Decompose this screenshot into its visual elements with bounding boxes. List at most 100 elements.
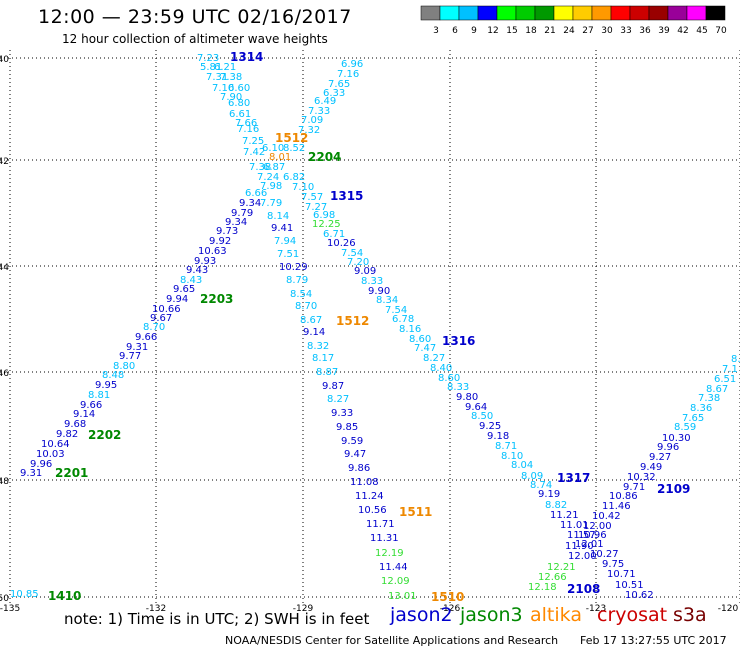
scale-label: 9 bbox=[471, 26, 477, 36]
wave-height-label: 6.80 bbox=[228, 98, 250, 109]
wave-height-label: 9.87 bbox=[322, 381, 344, 392]
scale-label: 3 bbox=[433, 26, 439, 36]
track-time-label: 1314 bbox=[230, 50, 263, 64]
wave-height-label: 9.77 bbox=[119, 351, 141, 362]
wave-height-label: 8.70 bbox=[143, 322, 165, 333]
wave-height-label: 10.66 bbox=[152, 304, 181, 315]
wave-height-label: 7.10 bbox=[212, 83, 234, 94]
generation-timestamp: Feb 17 13:27:55 UTC 2017 bbox=[580, 634, 727, 647]
x-tick-label: -135 bbox=[0, 604, 20, 614]
wave-height-label: 7.65 bbox=[682, 413, 704, 424]
y-tick-label: 46 bbox=[0, 369, 9, 379]
scale-label: 21 bbox=[544, 26, 555, 36]
scale-label: 33 bbox=[620, 26, 631, 36]
track-time-label: 2201 bbox=[55, 466, 88, 480]
wave-height-label: 8.67 bbox=[706, 384, 728, 395]
wave-height-label: 6.21 bbox=[214, 62, 236, 73]
scale-label: 36 bbox=[639, 26, 651, 36]
wave-height-label: 9.73 bbox=[216, 226, 238, 237]
scale-label: 30 bbox=[601, 26, 613, 36]
wave-height-label: 8.27 bbox=[327, 394, 349, 405]
wave-height-label: 7.23 bbox=[197, 53, 219, 64]
chart-title: 12:00 — 23:59 UTC 02/16/2017 bbox=[38, 6, 352, 28]
wave-height-label: 8.34 bbox=[376, 295, 398, 306]
wave-height-label: 9.14 bbox=[303, 327, 325, 338]
wave-height-label: 6.10 bbox=[262, 143, 284, 154]
wave-height-label: 7.38 bbox=[220, 72, 242, 83]
wave-height-label: 8.81 bbox=[88, 390, 110, 401]
wave-height-label: 8.74 bbox=[530, 480, 552, 491]
wave-height-label: 11.90 bbox=[565, 541, 594, 552]
wave-height-label: 10.64 bbox=[41, 439, 70, 450]
wave-height-label: 9.96 bbox=[30, 459, 52, 470]
wave-height-label: 6.98 bbox=[313, 210, 335, 221]
wave-height-label: 9.86 bbox=[348, 463, 370, 474]
wave-height-label: 8.60 bbox=[409, 334, 431, 345]
wave-height-label: 8.48 bbox=[102, 370, 124, 381]
track-time-label: 1317 bbox=[557, 471, 590, 485]
scale-label: 45 bbox=[696, 26, 707, 36]
wave-height-label: 12.00 bbox=[583, 521, 612, 532]
wave-height-label: 7.54 bbox=[341, 248, 363, 259]
wave-height-label: 9.66 bbox=[80, 400, 102, 411]
wave-height-label: 11.57 bbox=[567, 530, 596, 541]
wave-height-label: 12.66 bbox=[538, 572, 567, 583]
x-tick-label: -120 bbox=[718, 604, 739, 614]
wave-height-label: 6.82 bbox=[283, 172, 305, 183]
wave-height-label: 9.25 bbox=[479, 421, 501, 432]
wave-height-label: 9.96 bbox=[657, 442, 679, 453]
wave-height-label: 9.33 bbox=[331, 408, 353, 419]
wave-height-label: 11.08 bbox=[350, 477, 379, 488]
wave-height-label: 7.16 bbox=[237, 124, 259, 135]
wave-height-label: 8.54 bbox=[290, 289, 312, 300]
wave-height-label: 9.79 bbox=[231, 208, 253, 219]
wave-height-label: 12.21 bbox=[547, 562, 576, 573]
wave-height-label: 8.59 bbox=[674, 422, 696, 433]
wave-height-label: 6.33 bbox=[323, 88, 345, 99]
wave-height-label: 9.65 bbox=[173, 284, 195, 295]
wave-height-label: 9.82 bbox=[56, 429, 78, 440]
wave-height-label: 9.19 bbox=[538, 489, 560, 500]
wave-height-label: 7.65 bbox=[328, 79, 350, 90]
scale-label: 15 bbox=[506, 26, 517, 36]
wave-height-label: 10.30 bbox=[662, 433, 691, 444]
wave-height-label: 7.33 bbox=[308, 106, 330, 117]
wave-height-label: 9.27 bbox=[649, 452, 671, 463]
wave-height-label: 7.54 bbox=[385, 305, 407, 316]
scale-label: 39 bbox=[658, 26, 670, 36]
track-time-label: 1316 bbox=[442, 334, 475, 348]
wave-height-label: 10.63 bbox=[198, 246, 227, 257]
wave-height-label: 8.60 bbox=[438, 373, 460, 384]
wave-height-label: 7.51 bbox=[277, 249, 299, 260]
satellite-legend-jason3: jason3 bbox=[460, 604, 523, 626]
wave-height-label: 8.16 bbox=[399, 324, 421, 335]
wave-height-label: 5.81 bbox=[200, 62, 222, 73]
wave-height-label: 10.27 bbox=[590, 549, 619, 560]
scale-label: 27 bbox=[582, 26, 593, 36]
wave-height-label: 7.25 bbox=[242, 136, 264, 147]
wave-height-label: 6.49 bbox=[314, 96, 336, 107]
wave-height-label: 9.93 bbox=[194, 256, 216, 267]
wave-height-label: 7.79 bbox=[260, 198, 282, 209]
wave-height-label: 9.31 bbox=[20, 468, 42, 479]
y-tick-label: 40 bbox=[0, 55, 9, 65]
wave-height-label: 8.32 bbox=[307, 341, 329, 352]
chart-subtitle: 12 hour collection of altimeter wave hei… bbox=[62, 32, 328, 46]
wave-height-label: 7.38 bbox=[698, 393, 720, 404]
wave-height-label: 8.43 bbox=[180, 275, 202, 286]
scale-label: 24 bbox=[563, 26, 575, 36]
wave-height-label: 7.32 bbox=[298, 125, 320, 136]
wave-height-label: 7.20 bbox=[347, 257, 369, 268]
wave-height-label: 9.43 bbox=[186, 265, 208, 276]
wave-height-label: 6.71 bbox=[323, 229, 345, 240]
wave-height-label: 7.24 bbox=[257, 172, 279, 183]
satellite-legend-jason2: jason2 bbox=[390, 604, 453, 626]
footer-note: note: 1) Time is in UTC; 2) SWH is in fe… bbox=[64, 610, 370, 628]
wave-height-label: 7.27 bbox=[305, 202, 327, 213]
wave-height-label: 12.25 bbox=[312, 219, 341, 230]
wave-height-label: 9.92 bbox=[209, 236, 231, 247]
credit-line: NOAA/NESDIS Center for Satellite Applica… bbox=[225, 634, 559, 647]
wave-height-label: 11.24 bbox=[355, 491, 384, 502]
wave-height-label: 11.01 bbox=[560, 520, 589, 531]
wave-height-label: 9.90 bbox=[368, 286, 390, 297]
